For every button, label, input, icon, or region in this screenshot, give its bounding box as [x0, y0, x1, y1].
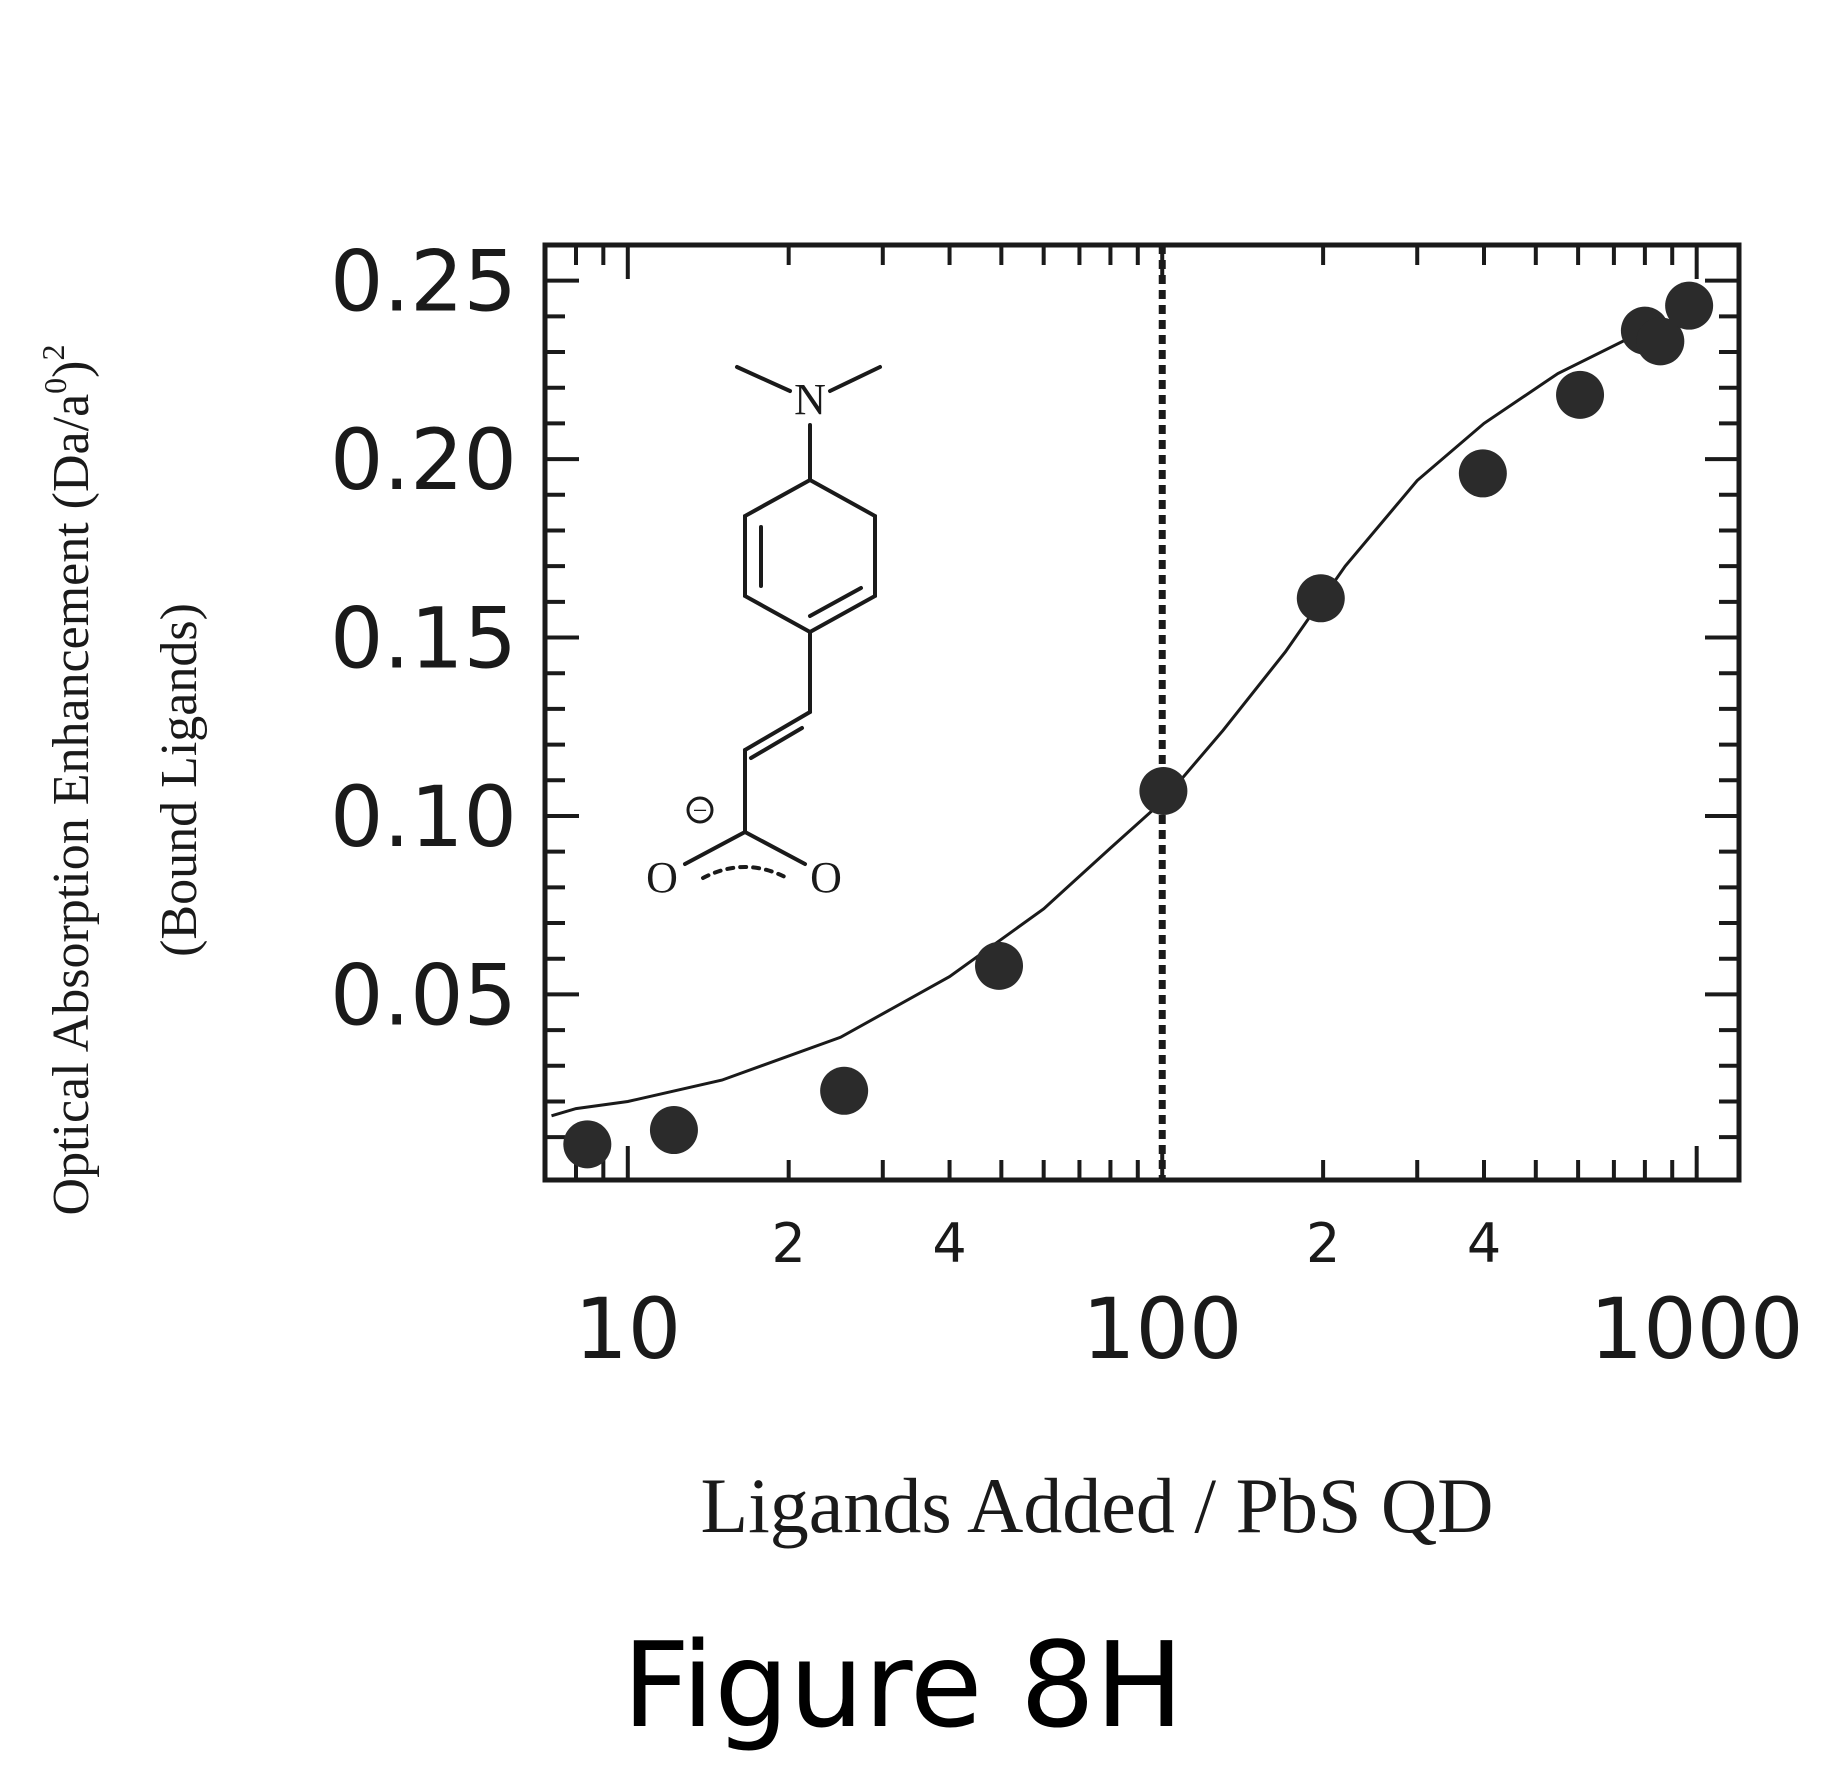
carboxyl-o-right-bond: [743, 830, 807, 866]
plot-frame: [542, 242, 1742, 1183]
fit-curve: [551, 311, 1698, 1118]
x-minor-tick-label: 2: [771, 1212, 805, 1275]
atom-label-o-left: O: [646, 853, 678, 902]
data-point: [1139, 767, 1188, 816]
y-axis-label: Optical Absorption Enhancement (Da/a0)2: [35, 345, 100, 1216]
atom-label-n: N: [794, 375, 826, 424]
data-point: [1556, 370, 1605, 419]
x-major-tick-label: 1000: [1590, 1280, 1804, 1378]
methyl-bond-right: [828, 365, 882, 393]
y-axis-label-line2-wrap: (Bound Ligands): [151, 603, 208, 957]
y-axis-label-line2: (Bound Ligands): [151, 603, 208, 957]
x-minor-tick-label: 4: [932, 1212, 966, 1275]
fit-curve-path: [551, 311, 1698, 1118]
negative-charge-circle: [686, 796, 714, 824]
data-point: [1636, 317, 1685, 366]
vinyl-double-bond: [749, 726, 804, 760]
data-point: [975, 941, 1024, 990]
tick-labels: 0.05 0.10 0.15 0.20 0.25 10 100 1000 2 4 2 4: [330, 233, 1804, 1378]
data-point: [1458, 449, 1507, 498]
vinyl-bond-2: [743, 710, 812, 752]
x-minor-tick-label: 4: [1467, 1212, 1501, 1275]
y-tick-label: 0.10: [330, 768, 517, 866]
data-points: [563, 281, 1714, 1169]
data-point: [1665, 281, 1714, 330]
data-point: [563, 1120, 612, 1169]
x-major-tick-label: 10: [574, 1280, 681, 1378]
x-axis-label: Ligands Added / PbS QD: [700, 1462, 1493, 1549]
atom-label-o-right: O: [810, 853, 842, 902]
y-tick-label: 0.15: [330, 590, 517, 688]
molecule-labels: N O O −: [646, 375, 842, 902]
y-axis-label-sup2: 2: [35, 345, 71, 361]
x-minor-tick-label: 2: [1306, 1212, 1340, 1275]
y-tick-label: 0.05: [330, 946, 517, 1044]
y-axis-label-close: ): [43, 361, 100, 378]
y-axis-label-sup1: 0: [37, 378, 73, 394]
data-point: [820, 1066, 869, 1115]
benzene-ring: [743, 477, 877, 635]
ring-double-bond-bottom: [808, 586, 863, 618]
methyl-bond-left: [735, 365, 792, 393]
svg-text:Optical Absorption Enhancement: Optical Absorption Enhancement (Da/a0)2: [35, 345, 100, 1216]
molecule-inset: [683, 365, 882, 880]
data-point: [1296, 574, 1345, 623]
y-tick-label: 0.25: [330, 233, 517, 331]
y-axis-label-main: Optical Absorption Enhancement (Da/a: [43, 394, 100, 1216]
figure-caption: Figure 8H: [622, 1616, 1184, 1754]
x-major-tick-label: 100: [1082, 1280, 1242, 1378]
y-tick-label: 0.20: [330, 411, 517, 509]
carboxyl-resonance-arc: [701, 865, 789, 880]
data-point: [649, 1106, 698, 1155]
axis-ticks: [543, 245, 1739, 1180]
carboxyl-o-left-bond: [683, 830, 747, 866]
charge-label: −: [693, 796, 708, 825]
